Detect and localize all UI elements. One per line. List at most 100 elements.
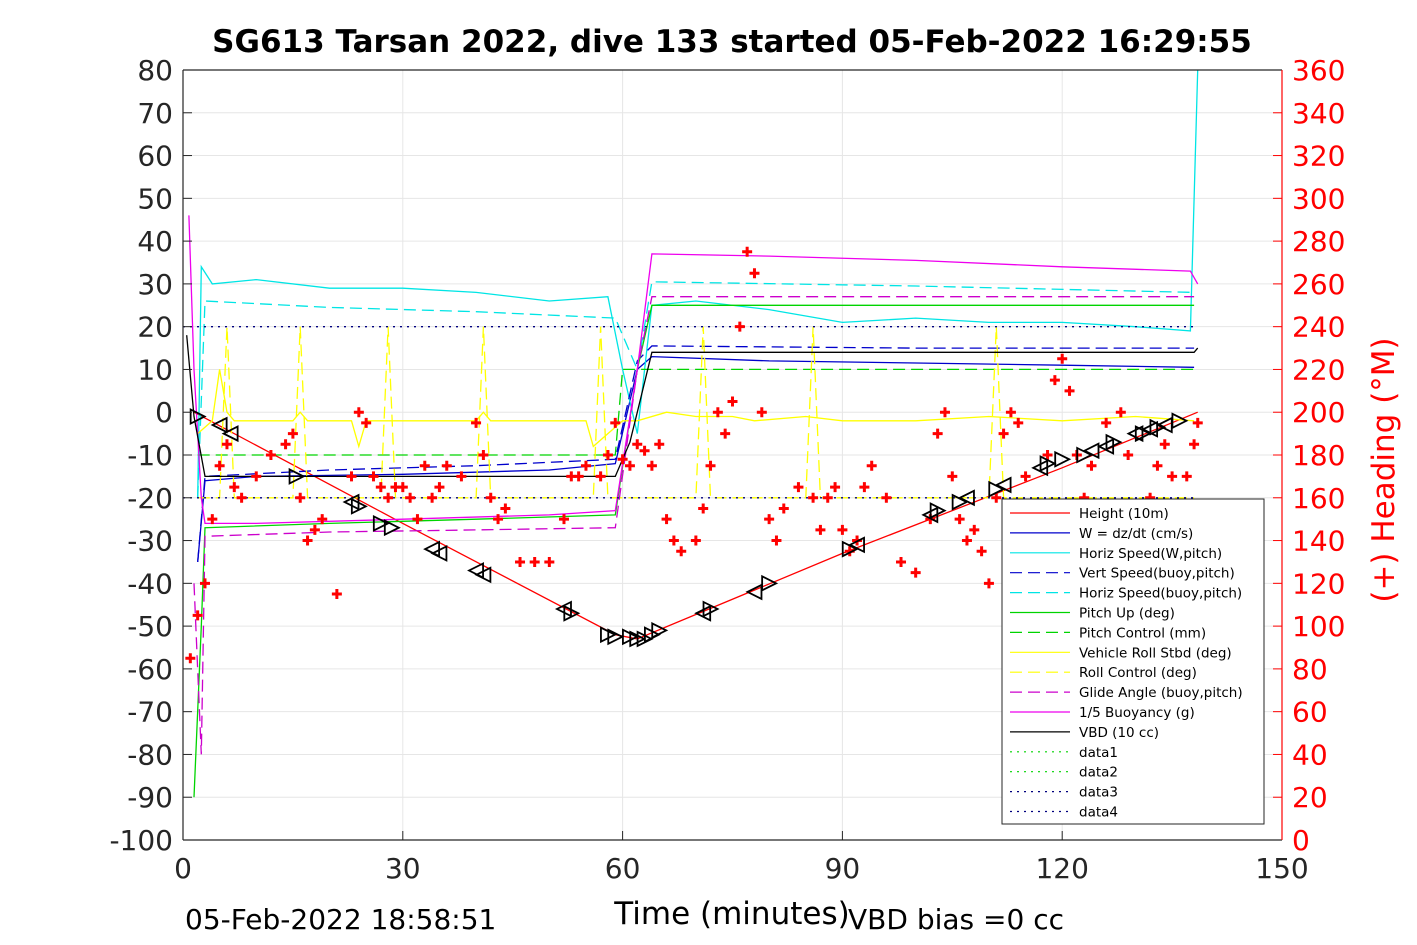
direction-marker: [189, 408, 207, 425]
heading-marker: [991, 492, 1002, 503]
y-tick-label: -90: [127, 781, 173, 814]
legend-label: Horiz Speed(buoy,pitch): [1079, 586, 1242, 602]
y-right-tick-label: 300: [1292, 182, 1345, 215]
direction-marker: [383, 519, 401, 537]
x-tick-label: 60: [605, 852, 641, 885]
heading-marker: [287, 428, 298, 439]
legend-label: Pitch Up (deg): [1079, 606, 1175, 622]
direction-marker: [563, 604, 581, 622]
direction-marker: [1171, 412, 1189, 430]
heading-marker: [617, 454, 628, 465]
legend-label: Vert Speed(buoy,pitch): [1079, 566, 1235, 582]
heading-marker: [485, 492, 496, 503]
x-tick-label: 0: [174, 852, 192, 885]
series-line-6: [193, 304, 1195, 798]
heading-marker: [1013, 417, 1024, 428]
heading-marker: [302, 535, 313, 546]
y-tick-label: 40: [137, 225, 173, 258]
axes: 0 30 60 90 120 15080706050403020100-10-20-30-…: [109, 54, 1345, 885]
heading-marker: [947, 471, 958, 482]
y-tick-label: -70: [127, 696, 173, 729]
y-tick-label: -80: [127, 738, 173, 771]
heading-marker: [573, 471, 584, 482]
footer-timestamp: 05-Feb-2022 18:58:51: [185, 903, 496, 936]
heading-marker: [1181, 471, 1192, 482]
legend-label: Height (10m): [1079, 506, 1169, 522]
heading-marker: [1159, 439, 1170, 450]
heading-marker: [881, 492, 892, 503]
heading-marker: [412, 514, 423, 525]
heading-marker: [368, 471, 379, 482]
heading-marker: [654, 439, 665, 450]
heading-marker: [236, 492, 247, 503]
heading-marker: [471, 417, 482, 428]
y-right-tick-label: 260: [1292, 268, 1345, 301]
legend-label: data1: [1079, 745, 1118, 761]
legend-label: 1/5 Buoyancy (g): [1079, 705, 1195, 721]
heading-marker: [910, 567, 921, 578]
y-tick-label: 50: [137, 182, 173, 215]
heading-marker: [756, 407, 767, 418]
heading-marker: [837, 524, 848, 535]
legend-label: W = dz/dt (cm/s): [1079, 526, 1193, 542]
heading-marker: [1189, 439, 1200, 450]
direction-marker: [929, 502, 947, 520]
right-axis-label: (+) Heading (°M): [1366, 337, 1402, 602]
y-right-tick-label: 220: [1292, 353, 1345, 386]
series-line-8: [197, 369, 1195, 449]
heading-marker: [771, 535, 782, 546]
heading-marker: [668, 535, 679, 546]
y-right-tick-label: 120: [1292, 567, 1345, 600]
heading-marker: [427, 492, 438, 503]
direction-marker: [210, 416, 228, 434]
heading-marker: [639, 445, 650, 456]
heading-marker: [983, 578, 994, 589]
series-line-4: [197, 345, 1195, 562]
heading-marker: [661, 514, 672, 525]
legend-label: Roll Control (deg): [1079, 665, 1197, 681]
heading-marker: [822, 492, 833, 503]
heading-marker: [1101, 417, 1112, 428]
chart-title: SG613 Tarsan 2022, dive 133 started 05-F…: [212, 24, 1252, 60]
heading-marker: [595, 471, 606, 482]
heading-marker: [749, 268, 760, 279]
heading-marker: [192, 610, 203, 621]
heading-marker: [280, 439, 291, 450]
series-line-11: [188, 215, 1199, 525]
heading-marker: [383, 492, 394, 503]
direction-marker: [761, 574, 779, 592]
legend: Height (10m) W = dz/dt (cm/s) Horiz Speed(…: [1001, 498, 1265, 825]
heading-marker: [1005, 407, 1016, 418]
y-right-tick-label: 140: [1292, 525, 1345, 558]
heading-marker: [221, 439, 232, 450]
direction-marker: [430, 544, 448, 562]
y-right-tick-label: 80: [1292, 653, 1328, 686]
heading-marker: [808, 492, 819, 503]
y-tick-label: 80: [137, 54, 173, 87]
y-right-tick-label: 160: [1292, 482, 1345, 515]
legend-label: Glide Angle (buoy,pitch): [1079, 685, 1243, 701]
legend-label: data2: [1079, 765, 1118, 781]
heading-marker: [353, 407, 364, 418]
y-tick-label: 30: [137, 268, 173, 301]
y-tick-label: 60: [137, 140, 173, 173]
direction-marker: [994, 476, 1012, 494]
heading-marker: [1057, 353, 1068, 364]
heading-marker: [976, 546, 987, 557]
heading-marker: [859, 482, 870, 493]
y-tick-label: -50: [127, 610, 173, 643]
heading-marker: [478, 450, 489, 460]
series-line-9: [197, 326, 1195, 499]
heading-marker: [185, 653, 196, 664]
y-tick-label: -100: [109, 824, 173, 857]
heading-marker: [207, 514, 218, 525]
series-line-2: [197, 355, 1195, 562]
direction-marker: [848, 536, 865, 554]
heading-marker: [793, 482, 804, 493]
y-tick-label: 70: [137, 97, 173, 130]
y-right-tick-label: 0: [1292, 824, 1310, 857]
heading-marker: [419, 460, 430, 471]
y-tick-label: 0: [155, 396, 173, 429]
heading-marker: [698, 503, 709, 514]
y-tick-label: 20: [137, 311, 173, 344]
